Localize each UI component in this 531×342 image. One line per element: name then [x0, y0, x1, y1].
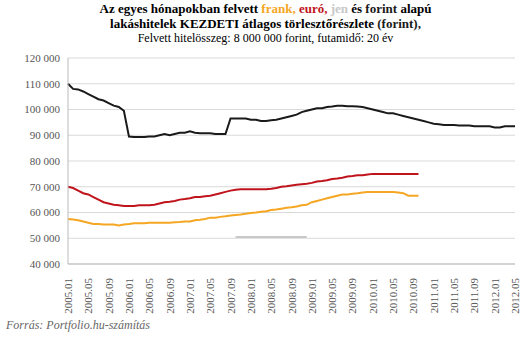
svg-text:60 000: 60 000 — [30, 206, 61, 218]
svg-text:2006.05: 2006.05 — [143, 278, 155, 314]
svg-text:90 000: 90 000 — [30, 129, 61, 141]
svg-text:2006.09: 2006.09 — [164, 278, 176, 314]
svg-text:2007.01: 2007.01 — [184, 278, 196, 314]
html-text:Forrás: Portfolio.hu-számítás: Forrás: Portfolio.hu-számítás — [6, 318, 150, 332]
svg-text:80 000: 80 000 — [30, 155, 61, 167]
svg-text:2011.05: 2011.05 — [448, 278, 460, 314]
svg-text:2007.05: 2007.05 — [204, 278, 216, 314]
html-text:lakáshitelek KEZDETI átlagos t: lakáshitelek KEZDETI átlagos törlesztőré… — [110, 16, 421, 31]
svg-text:2006.01: 2006.01 — [123, 278, 135, 314]
html-text:Az egyes hónapokban felvett fr: Az egyes hónapokban felvett frank, euró,… — [99, 1, 432, 16]
svg-text:2005.09: 2005.09 — [103, 278, 115, 314]
svg-text:2005.01: 2005.01 — [62, 278, 74, 314]
svg-text:2008.05: 2008.05 — [265, 278, 277, 314]
svg-text:70 000: 70 000 — [30, 181, 61, 193]
svg-text:2009.01: 2009.01 — [306, 278, 318, 314]
svg-text:2012.05: 2012.05 — [509, 278, 521, 314]
svg-text:2012.01: 2012.01 — [489, 278, 501, 314]
svg-text:2010.01: 2010.01 — [367, 278, 379, 314]
svg-text:2008.09: 2008.09 — [286, 278, 298, 314]
svg-text:2011.09: 2011.09 — [468, 278, 480, 314]
svg-text:50 000: 50 000 — [30, 232, 61, 244]
svg-text:2007.09: 2007.09 — [225, 278, 237, 314]
svg-text:100 000: 100 000 — [24, 103, 60, 115]
svg-text:120 000: 120 000 — [24, 52, 60, 64]
html-text:Felvett hitelösszeg: 8 000 000: Felvett hitelösszeg: 8 000 000 forint, f… — [137, 31, 394, 45]
svg-text:2009.09: 2009.09 — [346, 278, 358, 314]
svg-text:40 000: 40 000 — [30, 258, 61, 270]
svg-text:2010.05: 2010.05 — [387, 278, 399, 314]
svg-text:2009.05: 2009.05 — [326, 278, 338, 314]
svg-text:2010.09: 2010.09 — [407, 278, 419, 314]
svg-text:2005.05: 2005.05 — [82, 278, 94, 314]
svg-text:2011.01: 2011.01 — [428, 278, 440, 313]
svg-text:110 000: 110 000 — [25, 78, 61, 90]
svg-text:2008.01: 2008.01 — [245, 278, 257, 314]
